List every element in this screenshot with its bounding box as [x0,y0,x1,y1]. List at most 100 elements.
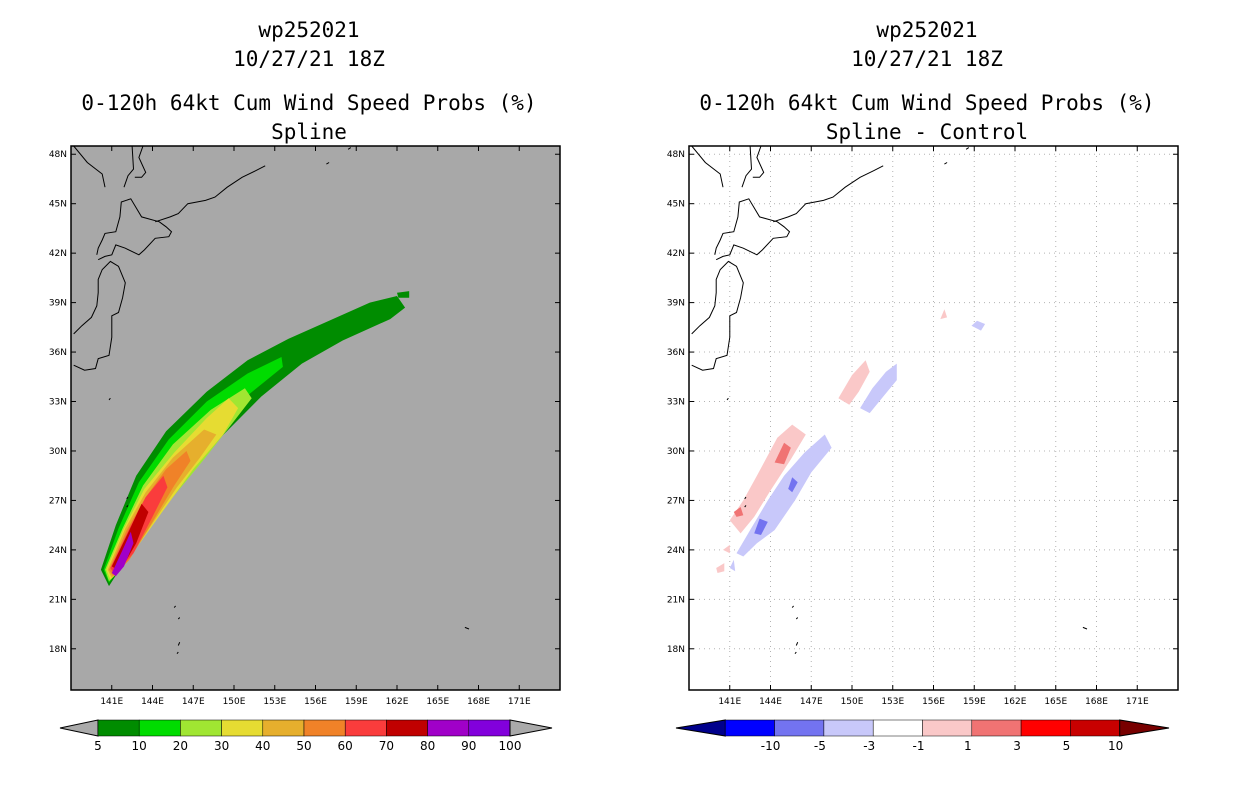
coastline [965,147,970,150]
contour-90 [111,531,134,577]
colorbar-swatch [468,719,511,737]
coastline [791,605,794,608]
x-tick-label: 147E [800,697,823,707]
y-tick-label: 36N [667,348,685,358]
coastline [714,198,791,261]
y-tick-label: 42N [667,249,685,259]
contour--1 [971,320,986,331]
x-tick-label: 153E [881,697,904,707]
colorbar-swatch [1020,719,1071,737]
x-tick-label: 168E [467,697,490,707]
coastline [96,198,173,261]
y-tick-label: 45N [49,200,67,210]
coastline [744,496,747,500]
x-tick-label: 165E [1044,697,1067,707]
coastline [773,165,884,223]
colorbar-label: 40 [255,739,270,753]
colorbar-over-arrow [509,719,553,737]
coastline [347,147,352,150]
colorbar-swatch [872,719,923,737]
coastline [134,146,147,178]
datetime-title: 10/27/21 18Z [233,47,385,71]
colorbar-swatch [1070,719,1120,737]
plot-background [689,146,1178,690]
colorbar-swatch [97,719,140,737]
x-tick-label: 171E [1126,697,1149,707]
y-tick-label: 36N [49,348,67,358]
coastline [795,642,799,646]
x-tick-label: 159E [345,697,368,707]
colorbar-label: -1 [913,739,925,753]
coastline [173,605,176,608]
coastline [177,642,181,646]
contour-5 [397,291,410,298]
contour-1 [838,360,870,405]
plot-area [689,146,1178,690]
coastline [177,617,181,620]
y-tick-label: 33N [667,398,685,408]
subtitle: Spline [271,120,347,144]
coastline [126,496,129,500]
colorbar-label: 10 [132,739,147,753]
y-tick-label: 24N [667,546,685,556]
y-tick-label: 48N [49,150,67,160]
colorbar-swatch [725,719,775,737]
coastline [726,397,729,401]
x-tick-label: 141E [718,697,741,707]
colorbar-label: -3 [863,739,875,753]
x-tick-label: 147E [182,697,205,707]
x-tick-label: 156E [922,697,945,707]
contour-1 [716,563,725,573]
x-tick-label: 144E [141,697,164,707]
colorbar-label: -5 [814,739,826,753]
left-panel: wp252021 10/27/21 18Z 0-120h 64kt Cum Wi… [49,18,561,753]
product-title: 0-120h 64kt Cum Wind Speed Probs (%) [81,91,537,115]
coastline [73,146,106,188]
colorbar-swatch [922,719,973,737]
coastline [691,146,724,188]
contour-1 [940,309,948,320]
y-tick-label: 21N [667,595,685,605]
right-panel: wp252021 10/27/21 18Z 0-120h 64kt Cum Wi… [618,0,1236,800]
colorbar-swatch [386,719,428,737]
y-tick-label: 27N [667,496,685,506]
x-tick-label: 144E [759,697,782,707]
coastline [691,260,744,371]
coastline [744,505,747,508]
contour-5 [100,296,406,587]
x-tick-label: 162E [1004,697,1027,707]
x-tick-label: 141E [100,697,123,707]
x-tick-label: 153E [263,697,286,707]
y-tick-label: 30N [667,447,685,457]
colorbar-label: 10 [1108,739,1123,753]
coastline [794,651,797,655]
colorbar-label: 80 [420,739,435,753]
coastline [155,165,266,223]
colorbar-label: 70 [379,739,394,753]
plot-background [71,146,560,690]
storm-id-title: wp252021 [258,18,360,42]
contour--3 [788,477,798,493]
y-tick-label: 39N [49,299,67,309]
colorbar-swatch [971,719,1022,737]
colorbar-label: 1 [964,739,972,753]
colorbar-under-arrow [675,719,726,737]
colorbar-label: 5 [94,739,102,753]
contour-1 [723,544,730,554]
colorbar-swatch [180,719,222,737]
x-tick-label: 168E [1085,697,1108,707]
y-tick-label: 45N [667,200,685,210]
y-tick-label: 21N [49,595,67,605]
contour--1 [729,559,736,572]
coastline [795,617,799,620]
x-tick-label: 165E [426,697,449,707]
colorbar-label: 60 [338,739,353,753]
x-tick-label: 162E [386,697,409,707]
coastline [752,146,765,178]
y-tick-label: 39N [667,299,685,309]
colorbar-swatch [303,719,346,737]
y-tick-label: 30N [49,447,67,457]
colorbar-under-arrow [59,719,99,737]
colorbar-label: 20 [173,739,188,753]
colorbar-swatch [823,719,874,737]
